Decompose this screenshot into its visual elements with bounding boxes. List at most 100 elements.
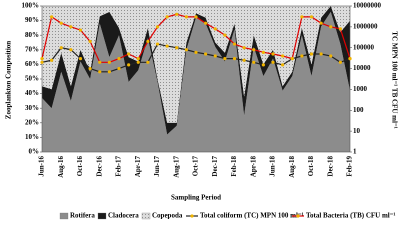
marker: [213, 27, 217, 31]
x-tick-label: Oct-16: [76, 156, 84, 177]
y2-tick-label: 10: [353, 127, 361, 135]
marker: [309, 15, 314, 19]
marker: [40, 57, 44, 61]
y-tick-label: 0%: [29, 148, 40, 156]
marker: [329, 25, 333, 29]
marker: [338, 27, 342, 31]
marker: [146, 60, 150, 64]
y-axis-title: Zooplankton Composition: [5, 41, 13, 119]
marker: [194, 15, 198, 19]
x-tick-label: Jun-17: [153, 156, 161, 177]
marker: [300, 54, 304, 58]
marker: [88, 66, 92, 71]
x-tick-label: Oct-17: [192, 156, 200, 177]
legend-swatch: [59, 212, 69, 220]
legend-label: Rotifera: [70, 212, 95, 220]
marker: [252, 60, 256, 64]
y2-tick-label: 1000: [353, 85, 368, 93]
y-tick-label: 10%: [25, 133, 39, 141]
marker: [78, 57, 83, 61]
chart: Zooplankton Composition TC MPN 100 ml⁻¹ …: [5, 2, 399, 220]
y-tick-label: 20%: [25, 118, 39, 126]
x-tick-label: Jun-18: [269, 156, 277, 177]
marker: [127, 63, 131, 67]
marker: [59, 46, 63, 50]
marker: [78, 28, 83, 32]
y2-axis-title: TC MPN 100 ml⁻¹ TB CFU ml⁻¹: [390, 31, 398, 128]
marker: [223, 57, 227, 61]
marker: [175, 12, 179, 16]
marker: [232, 42, 237, 46]
x-tick-label: Apr-17: [134, 156, 142, 178]
marker: [50, 58, 54, 62]
marker: [300, 15, 304, 19]
marker: [117, 57, 121, 61]
x-axis-title: Sampling Period: [171, 194, 221, 202]
marker: [348, 57, 352, 61]
marker: [213, 54, 217, 58]
marker: [242, 46, 246, 50]
y2-tick-label: 10000000: [353, 2, 382, 10]
x-tick-label: Jun-16: [38, 156, 46, 177]
marker: [127, 52, 131, 56]
y-tick-label: 40%: [25, 89, 39, 97]
legend-marker: [296, 214, 300, 218]
marker: [223, 33, 227, 37]
marker: [309, 52, 314, 56]
x-tick-label: Feb-19: [346, 156, 354, 177]
y-tick-label: 60%: [25, 60, 39, 68]
marker: [155, 25, 160, 29]
legend-label: Total coliform (TC) MPN 100 ml⁻¹: [200, 212, 304, 220]
marker: [252, 48, 256, 52]
y2-tick-label: 1: [353, 148, 357, 156]
y2-tick-label: 100: [353, 106, 364, 114]
marker: [204, 21, 208, 25]
legend-label: Cladocera: [108, 212, 139, 220]
x-tick-label: Feb-18: [230, 156, 238, 177]
marker: [136, 60, 140, 64]
marker: [338, 60, 342, 64]
marker: [40, 60, 44, 64]
marker: [184, 15, 188, 19]
x-tick-label: Apr-18: [249, 156, 257, 178]
marker: [98, 70, 102, 74]
legend-marker: [190, 214, 194, 218]
marker: [184, 48, 188, 52]
marker: [319, 52, 323, 56]
area: [42, 11, 350, 153]
x-tick-label: Aug-18: [288, 156, 296, 178]
legend-swatch: [97, 212, 107, 220]
marker: [88, 39, 92, 44]
marker: [69, 25, 73, 29]
x-tick-label: Feb-17: [115, 156, 123, 177]
legend-label: Total Bacteria (TB) CFU ml⁻¹: [306, 212, 396, 220]
marker: [242, 58, 246, 62]
y-tick-label: 100%: [22, 2, 40, 10]
marker: [232, 57, 237, 61]
marker: [107, 70, 111, 74]
marker: [204, 52, 208, 56]
y-tick-label: 30%: [25, 104, 39, 112]
marker: [281, 63, 285, 67]
x-tick-label: Aug-17: [172, 156, 180, 178]
marker: [271, 60, 275, 64]
marker: [117, 66, 121, 71]
y2-tick-label: 100000: [353, 43, 375, 51]
marker: [175, 46, 179, 50]
marker: [329, 54, 333, 58]
marker: [261, 50, 265, 54]
x-tick-label: Aug-16: [57, 156, 65, 178]
x-tick-label: Dec-17: [211, 156, 219, 177]
marker: [290, 57, 294, 61]
x-tick-label: Oct-18: [307, 156, 315, 177]
marker: [98, 60, 102, 64]
y-tick-label: 90%: [25, 16, 39, 24]
marker: [281, 54, 285, 58]
marker: [165, 15, 169, 19]
legend-label: Copepoda: [152, 212, 183, 220]
marker: [50, 15, 54, 19]
x-tick-label: Dec-18: [326, 156, 334, 177]
y2-tick-label: 10000: [353, 64, 371, 72]
y-tick-label: 50%: [25, 75, 39, 83]
y-tick-label: 80%: [25, 31, 39, 39]
